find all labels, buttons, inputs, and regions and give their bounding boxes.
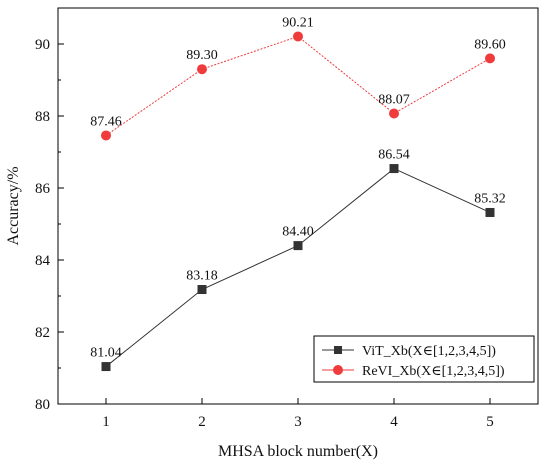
x-tick-label: 1 [102,414,110,430]
data-label: 90.21 [282,15,314,30]
x-tick-label: 4 [390,414,398,430]
y-tick-label: 90 [35,37,50,53]
data-point-square [293,241,303,251]
legend-marker-square [334,346,342,354]
y-tick-label: 86 [35,181,51,197]
legend: ViT_Xb(X∈[1,2,3,4,5]) ReVI_Xb(X∈[1,2,3,4,… [313,335,535,383]
data-point-circle [485,53,495,64]
legend-box [313,335,535,383]
data-point-square [389,164,399,174]
data-point-circle [293,31,303,42]
y-axis: 80 82 84 86 88 90 [35,37,64,413]
data-point-circle [389,108,399,119]
y-axis-title: Accuracy/% [5,166,22,245]
data-label: 81.04 [90,346,122,361]
data-label: 84.40 [282,225,314,240]
data-point-square [485,207,495,217]
data-point-square [197,285,207,295]
series-line-1 [105,35,491,136]
y-tick-label: 82 [35,325,50,341]
series-layer: 81.04 83.18 84.40 86.54 85.32 87.46 89.30 90.21… [90,15,506,372]
y-tick-label: 88 [35,109,50,125]
legend-label: ViT_Xb(X∈[1,2,3,4,5]) [362,344,496,359]
data-point-circle [101,130,111,141]
data-label: 89.60 [474,37,506,52]
data-label: 88.07 [378,92,410,107]
data-label: 89.30 [186,48,218,63]
data-label: 83.18 [186,269,218,284]
x-tick-label: 5 [486,414,494,430]
x-tick-label: 2 [198,414,206,430]
legend-label: ReVI_Xb(X∈[1,2,3,4,5]) [362,364,505,379]
x-tick-label: 3 [294,414,302,430]
y-tick-label: 84 [35,253,51,269]
x-axis-title: MHSA block number(X) [218,443,378,460]
data-label: 87.46 [90,114,122,129]
data-label: 86.54 [378,148,410,163]
legend-marker-circle [333,365,343,375]
data-point-square [101,362,111,372]
y-tick-label: 80 [35,397,50,413]
data-label: 85.32 [474,191,506,206]
x-axis: 1 2 3 4 5 [102,398,494,430]
data-point-circle [197,64,207,75]
